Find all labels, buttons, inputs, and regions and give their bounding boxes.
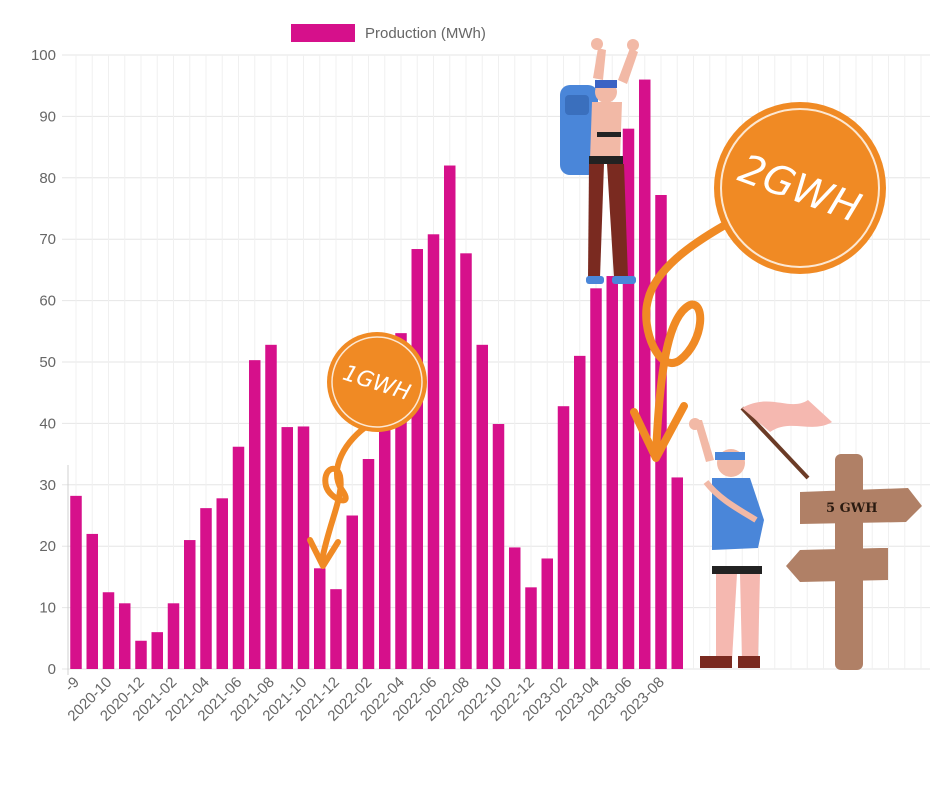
bar-2021-10[interactable]: [281, 427, 294, 669]
badge-2gwh: 2GWH: [630, 102, 886, 462]
y-axis: 0 10 20 30 40 50 60 70 80 90 100: [31, 47, 56, 678]
y-tick-label: 10: [39, 600, 56, 617]
bar-2023-07[interactable]: [622, 128, 635, 669]
y-tick-label: 40: [39, 415, 56, 432]
bar-2022-12[interactable]: [509, 547, 521, 669]
y-tick-label: 0: [48, 661, 56, 678]
legend-swatch: [291, 24, 355, 42]
bar-2023-04[interactable]: [574, 355, 586, 669]
bar-2022-04[interactable]: [379, 392, 391, 669]
badge-1gwh: 1GWH: [307, 332, 427, 569]
bar-2022-05[interactable]: [395, 333, 407, 669]
bar-2022-01[interactable]: [330, 589, 342, 669]
bar-2023-05[interactable]: [590, 288, 602, 669]
bar-2023-03[interactable]: [557, 406, 570, 669]
arrow-1gwh: [319, 421, 373, 563]
bar-2021-11[interactable]: [297, 426, 310, 669]
y-tick-label: 80: [39, 170, 56, 187]
y-tick-label: 100: [31, 47, 56, 64]
bar-2022-03[interactable]: [362, 459, 375, 669]
bar-2023-10[interactable]: [671, 477, 684, 669]
x-tick-label: -9: [61, 674, 82, 695]
bar-2021-01[interactable]: [135, 640, 147, 669]
bar-2021-06[interactable]: [216, 498, 229, 669]
bar-2022-02[interactable]: [346, 515, 359, 670]
bar-2021-04[interactable]: [184, 540, 196, 669]
bar-2020-11[interactable]: [102, 592, 115, 669]
y-tick-label: 70: [39, 231, 56, 248]
y-tick-label: 30: [39, 477, 56, 494]
bar-2022-09[interactable]: [460, 253, 472, 669]
hiker-flag-illustration: [689, 400, 832, 668]
y-tick-label: 90: [39, 108, 56, 125]
bar-2023-02[interactable]: [541, 558, 554, 669]
y-tick-label: 50: [39, 354, 56, 371]
bar-2021-09[interactable]: [265, 344, 277, 669]
bar-2020-10[interactable]: [86, 533, 99, 669]
bar-2021-12[interactable]: [314, 568, 326, 669]
bar-2020-09[interactable]: [70, 495, 82, 669]
arrow-2gwh: [642, 221, 729, 459]
bar-2022-06[interactable]: [411, 249, 424, 670]
bar-2021-05[interactable]: [200, 508, 212, 669]
hiker-top-illustration: [560, 38, 639, 284]
y-tick-label: 60: [39, 293, 56, 310]
arrow-1gwh-head: [307, 537, 341, 569]
bar-2022-10[interactable]: [476, 344, 489, 669]
x-axis: -92020-102020-122021-022021-042021-06202…: [61, 674, 667, 725]
signpost-label: 5 GWH: [826, 501, 878, 516]
bar-2021-07[interactable]: [232, 446, 245, 669]
arrow-2gwh-head: [630, 402, 688, 462]
legend-label: Production (MWh): [365, 25, 486, 42]
bar-2022-08[interactable]: [444, 165, 456, 669]
bar-2022-07[interactable]: [427, 234, 440, 669]
chart-legend[interactable]: Production (MWh): [291, 24, 486, 42]
bar-2023-01[interactable]: [525, 587, 537, 669]
bar-2021-03[interactable]: [167, 603, 180, 669]
bar-2023-06[interactable]: [606, 276, 619, 669]
bar-2021-08[interactable]: [249, 360, 261, 669]
bar-2020-12[interactable]: [119, 603, 131, 669]
bar-2021-02[interactable]: [151, 632, 164, 669]
y-tick-label: 20: [39, 538, 56, 555]
bar-2022-11[interactable]: [492, 424, 505, 669]
bar-2023-08[interactable]: [639, 79, 651, 669]
signpost-illustration: 5 GWH: [786, 454, 922, 670]
